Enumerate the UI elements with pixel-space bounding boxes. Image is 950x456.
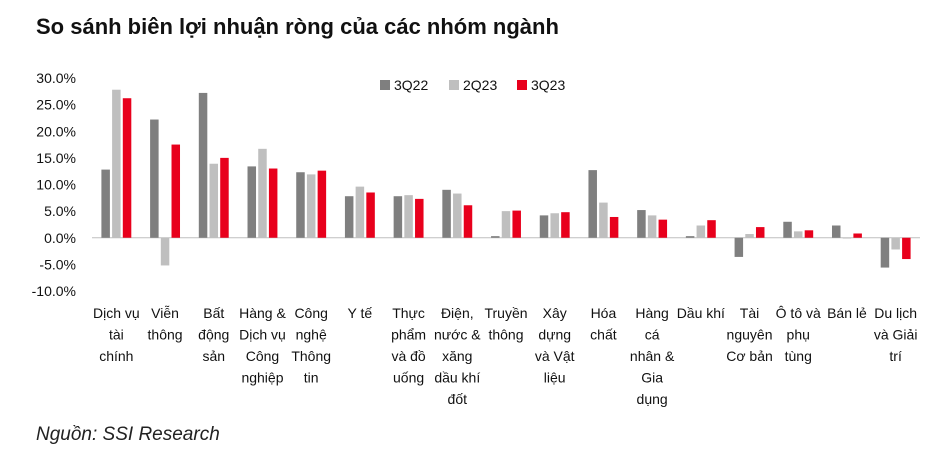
bar-3q23-14 [804, 230, 814, 238]
bar-3q22-5 [344, 196, 354, 238]
bar-2q23-9 [550, 213, 559, 238]
bar-3q23-4 [317, 170, 327, 238]
y-tick-label: 5.0% [44, 203, 76, 219]
bar-2q23-16 [891, 237, 900, 250]
category-label: Xây dựng và Vật liệu [535, 305, 575, 386]
bar-3q23-2 [220, 157, 229, 238]
category-label: Viễn thông [148, 305, 183, 343]
category-label: Y tế [348, 305, 373, 321]
bar-3q22-12 [685, 236, 695, 238]
bar-3q22-13 [734, 237, 744, 257]
category-label: Hàng & Dịch vụ Công nghiệp [239, 305, 286, 386]
bar-3q23-6 [415, 198, 424, 238]
category-label: Bất động sản [198, 305, 229, 364]
category-label: Du lịch và Giải trí [874, 305, 918, 364]
bar-3q23-5 [366, 192, 375, 238]
bar-2q23-7 [453, 193, 462, 238]
bar-3q23-11 [658, 219, 668, 238]
legend: 3Q22 2Q23 3Q23 [380, 77, 565, 93]
bar-3q22-15 [831, 225, 841, 238]
y-tick-label: 25.0% [36, 97, 76, 113]
bar-3q23-0 [122, 98, 132, 238]
legend-label-3q22: 3Q22 [394, 77, 428, 93]
category-label: Dịch vụ tài chính [93, 305, 140, 364]
bar-2q23-12 [696, 225, 706, 238]
bar-3q22-3 [247, 166, 257, 238]
bar-3q22-1 [150, 119, 159, 238]
legend-swatch-2q23 [449, 80, 459, 90]
bar-3q22-14 [783, 221, 792, 238]
bar-2q23-1 [160, 237, 170, 266]
bar-3q22-7 [442, 189, 451, 238]
bar-3q22-8 [491, 236, 500, 238]
category-label: Hóa chất [590, 305, 617, 343]
bar-2q23-5 [355, 186, 365, 238]
bar-3q22-9 [539, 215, 549, 238]
legend-swatch-3q23 [517, 80, 527, 90]
bar-3q22-4 [296, 172, 305, 238]
bar-3q23-10 [609, 216, 619, 238]
bar-3q22-11 [637, 210, 646, 238]
category-label: Điện, nước & xăng dầu khí đốt [434, 305, 481, 407]
y-tick-label: 0.0% [44, 230, 76, 246]
bar-2q23-2 [209, 163, 219, 238]
bar-2q23-15 [842, 237, 852, 239]
bar-3q23-16 [902, 237, 911, 260]
category-label: Thực phẩm và đồ uống [391, 305, 426, 386]
category-label: Bán lẻ [827, 305, 867, 321]
legend-label-2q23: 2Q23 [463, 77, 497, 93]
bar-3q22-10 [588, 170, 597, 238]
category-label: Công nghệ Thông tin [291, 305, 331, 386]
bar-3q22-16 [880, 237, 890, 268]
bar-2q23-0 [112, 89, 121, 238]
bar-3q23-15 [853, 233, 862, 238]
bar-2q23-10 [599, 202, 608, 238]
category-label: Dầu khí [677, 305, 725, 321]
bar-3q23-13 [755, 227, 765, 238]
category-label: Truyền thông [484, 305, 527, 343]
bar-3q23-12 [707, 220, 716, 238]
y-tick-label: 20.0% [36, 123, 76, 139]
category-label: Ô tô và phụ tùng [776, 305, 821, 364]
bar-2q23-14 [793, 231, 803, 238]
bar-3q23-8 [512, 210, 521, 238]
y-tick-label: -5.0% [39, 256, 76, 272]
bar-3q22-6 [393, 196, 403, 238]
bar-2q23-8 [501, 211, 511, 238]
legend-label-3q23: 3Q23 [531, 77, 565, 93]
bar-2q23-6 [404, 195, 413, 238]
y-tick-label: -10.0% [32, 283, 76, 299]
bars [101, 89, 911, 268]
y-tick-label: 30.0% [36, 70, 76, 86]
category-label: Tài nguyên Cơ bản [726, 305, 773, 364]
category-label: Hàng cá nhân & Gia dụng [630, 305, 675, 407]
bar-3q23-1 [171, 144, 181, 238]
y-tick-label: 10.0% [36, 177, 76, 193]
bar-3q23-7 [463, 205, 473, 238]
chart-title: So sánh biên lợi nhuận ròng của các nhóm… [36, 14, 559, 39]
bar-3q22-0 [101, 169, 110, 238]
bar-3q23-3 [268, 168, 278, 238]
bar-3q22-2 [198, 92, 208, 238]
legend-swatch-3q22 [380, 80, 390, 90]
source-note: Nguồn: SSI Research [36, 424, 220, 445]
bar-2q23-3 [258, 148, 267, 238]
y-tick-label: 15.0% [36, 150, 76, 166]
bar-2q23-13 [745, 234, 754, 238]
bar-3q23-9 [561, 212, 570, 238]
bar-2q23-11 [647, 215, 657, 238]
bar-2q23-4 [306, 174, 316, 238]
y-axis: 30.0% 25.0% 20.0% 15.0% 10.0% 5.0% 0.0% -5.0% -1… [32, 70, 920, 299]
